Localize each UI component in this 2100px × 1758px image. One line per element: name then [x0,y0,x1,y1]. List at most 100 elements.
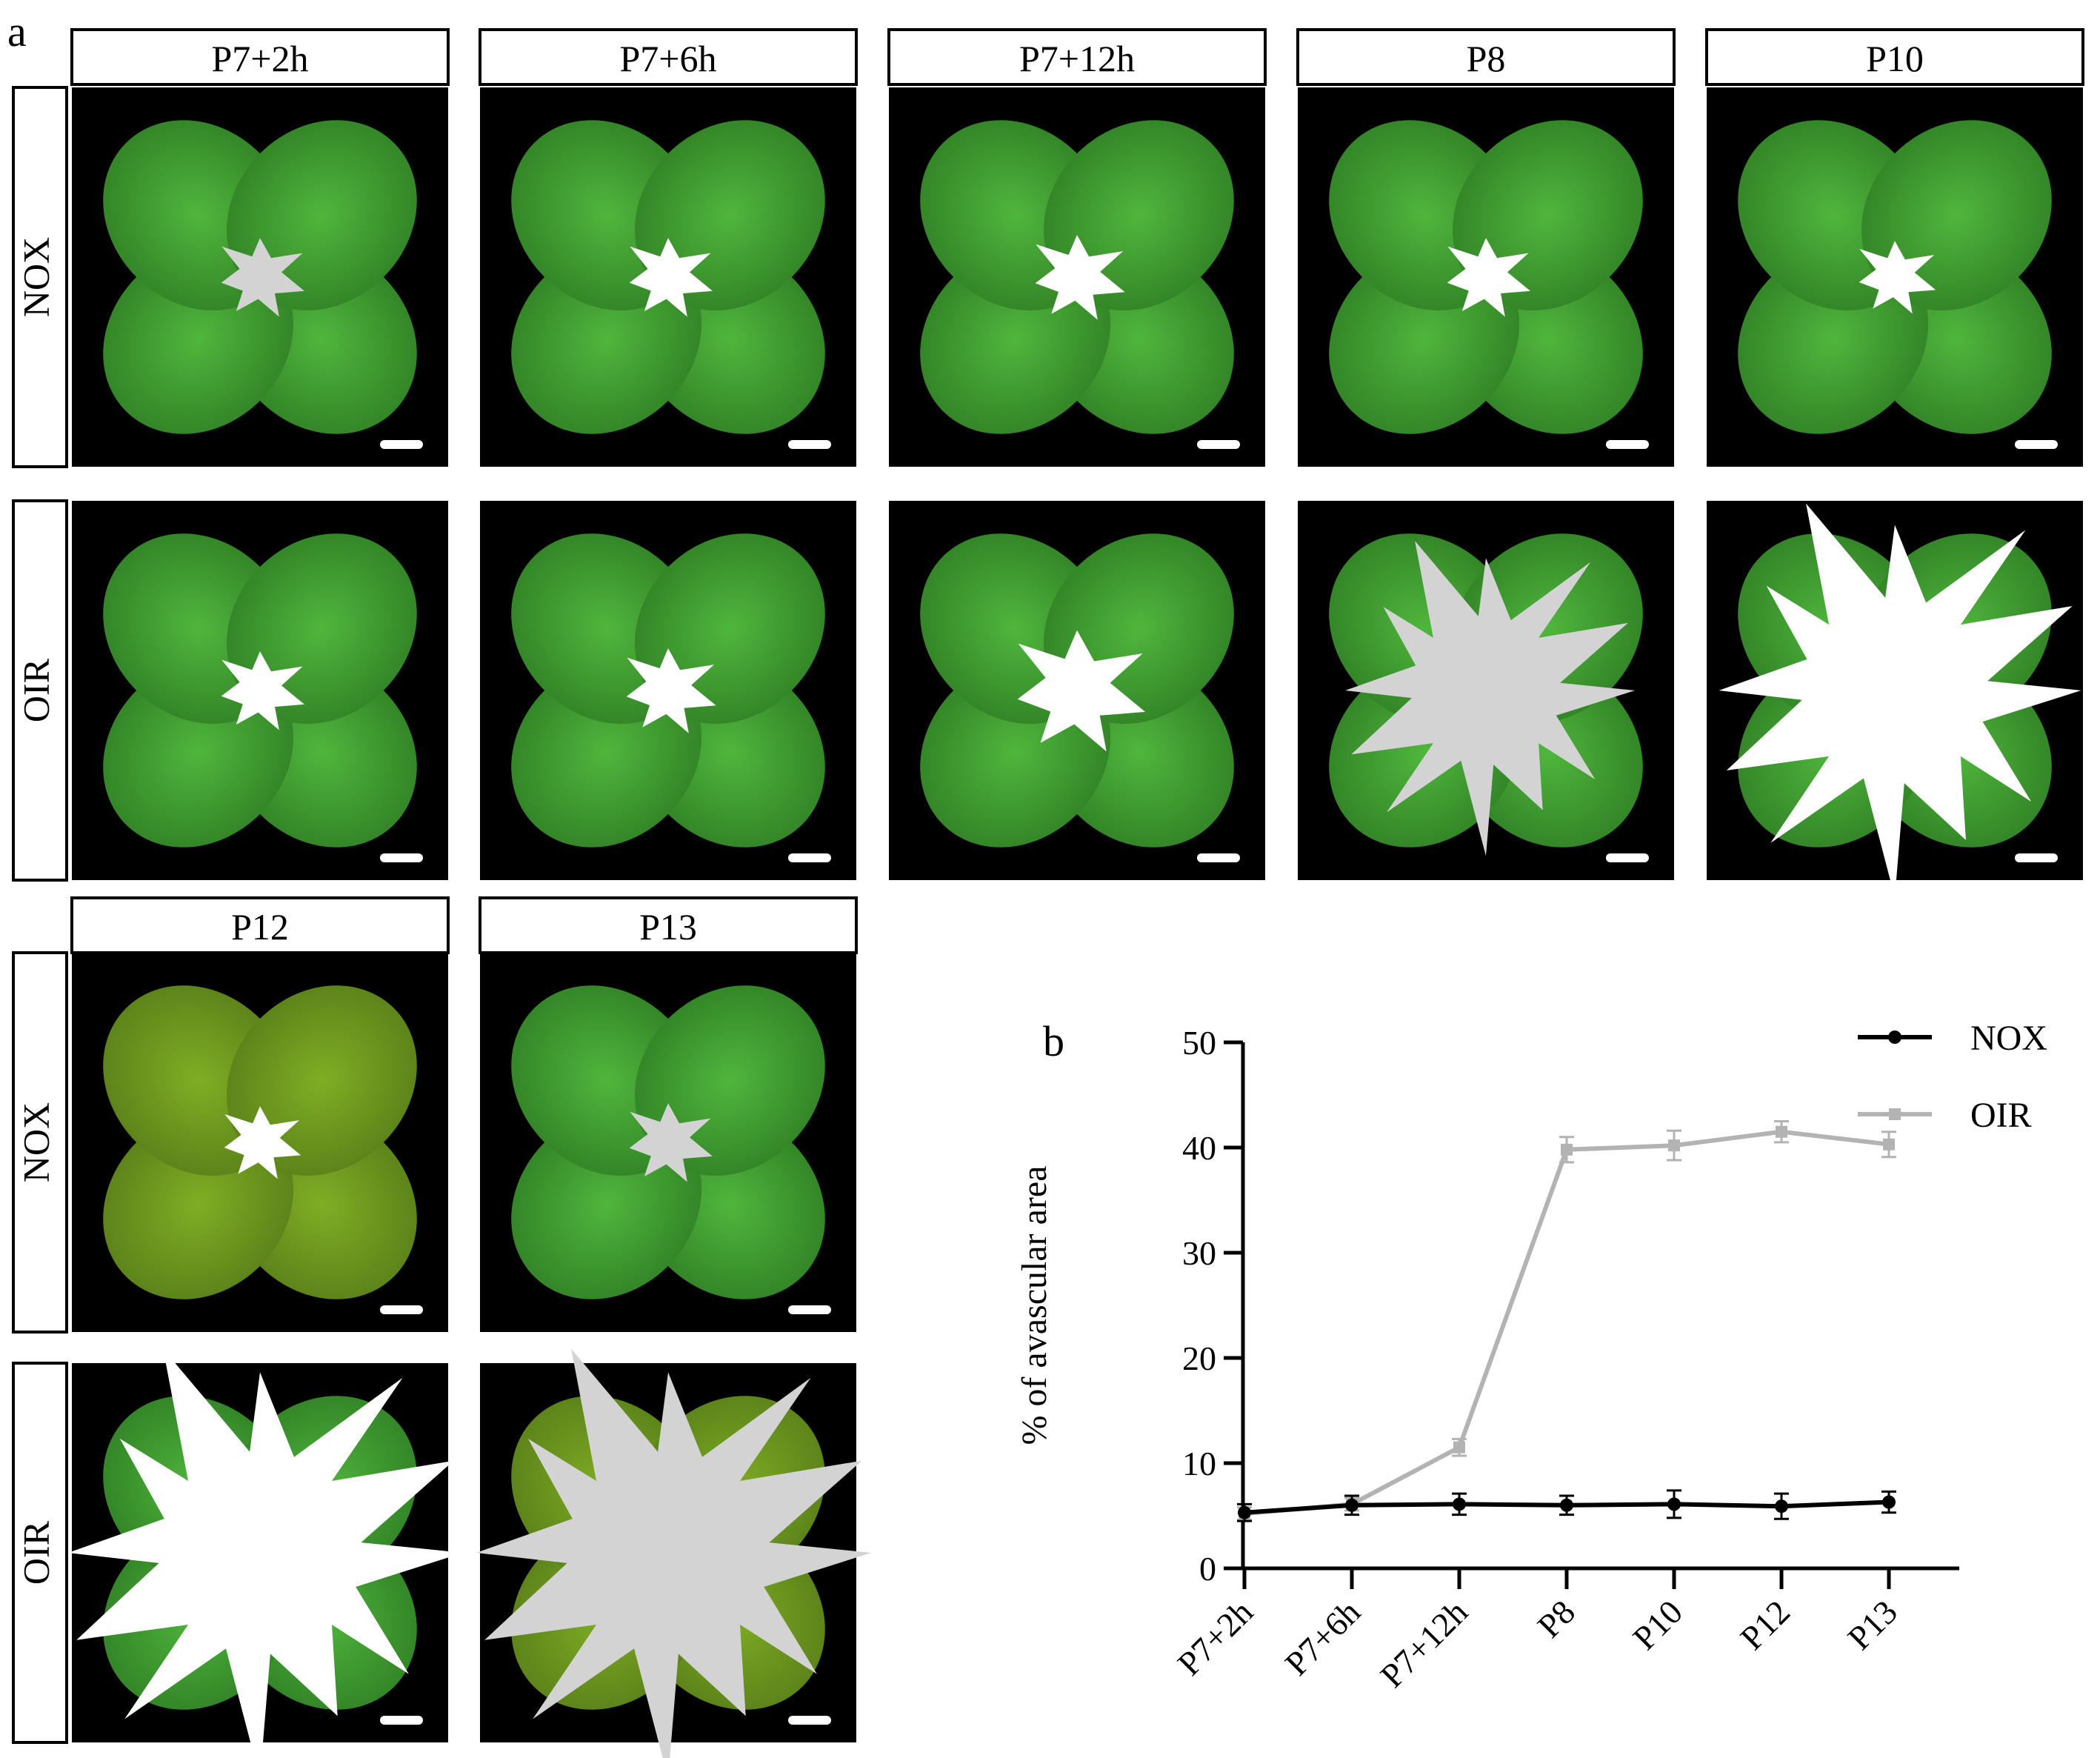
micrograph [476,1348,872,1758]
micrograph [889,87,1265,467]
avascular-area [476,1348,872,1758]
condition-label-box [12,951,68,1334]
scale-bar [1197,853,1240,862]
avascular-area [224,1106,301,1179]
legend-label: OIR [1970,1096,2032,1135]
series-oir [1237,1120,1896,1522]
timepoint-label: P10 [1866,38,1924,79]
y-tick-label: 0 [1199,1550,1216,1588]
scale-bar [1606,853,1649,862]
micrograph [72,87,448,467]
timepoint-label: P7+2h [211,38,308,79]
micrograph [1298,87,1674,467]
micrograph [889,501,1265,880]
micrograph [1707,87,2083,467]
avascular-area [1447,238,1530,317]
y-tick-label: 30 [1182,1234,1216,1272]
data-point [1668,1139,1680,1152]
legend-label: NOX [1970,1019,2047,1058]
scale-bar [788,1305,831,1314]
scale-bar [788,440,831,449]
timepoint-label: P8 [1467,38,1506,79]
scale-bar [380,440,423,449]
data-point [1453,1497,1466,1511]
data-point [1882,1495,1896,1509]
y-axis-title: % of avascular area [1015,1165,1054,1445]
micrograph [480,87,856,467]
data-point [1238,1505,1251,1519]
avascular-area [1017,630,1146,752]
x-tick-label: P7+12h [1373,1593,1476,1695]
condition-label: OIR [15,658,56,722]
series-nox [1237,1489,1896,1522]
avascular-area [221,238,304,317]
timepoint-label: P12 [231,906,289,948]
condition-label-box [12,86,68,468]
micrograph [1298,501,1674,880]
avascular-area [629,1103,713,1182]
condition-label: OIR [15,1520,56,1585]
y-tick-label: 50 [1182,1024,1216,1062]
avascular-area [67,1348,464,1758]
micrograph [72,501,448,880]
timepoint-label-box [1705,28,2084,86]
chart-axes: 0 10 20 30 40 50 P7+2h P7+6h P7+12h P8 P10 P12 P13 % … [1015,1024,1959,1695]
timepoint-label-box [1296,28,1676,86]
avascular-area [1859,241,1936,314]
condition-label-box [12,499,68,882]
condition-label-box [12,1362,68,1744]
micrograph [480,501,856,880]
x-tick-label: P10 [1625,1593,1690,1657]
x-tick-label: P7+2h [1170,1593,1260,1682]
data-point [1776,1125,1787,1138]
scale-bar [1197,440,1240,449]
y-tick-label: 10 [1182,1445,1216,1482]
data-point [1667,1497,1681,1511]
data-point [1345,1498,1359,1512]
chart-legend: NOX OIR [1858,1019,2047,1135]
legend-marker [1889,1108,1901,1120]
legend-marker [1888,1031,1901,1044]
data-point [1561,1143,1573,1156]
avascular-area [1035,235,1125,320]
micrograph [67,1348,464,1758]
data-point [1560,1498,1573,1512]
y-tick-label: 40 [1182,1129,1216,1167]
timepoint-label: P13 [639,906,697,948]
scale-bar [2015,440,2058,449]
chart-series [1237,1120,1896,1522]
avascular-area [1345,541,1636,856]
micrograph [72,953,448,1332]
avascular-area [221,651,304,730]
avascular-area [629,238,713,317]
panel-a-letter: a [7,7,27,56]
timepoint-label: P7+12h [1019,38,1135,79]
panel-b-chart: b 0 10 20 30 40 50 P7+2h P7+6h P7+12h P8 P10 P12 P13… [1015,1017,2047,1695]
timepoint-label-box [479,28,858,86]
condition-label: NOX [15,1102,56,1182]
condition-label: NOX [15,237,56,317]
x-tick-label: P7+6h [1278,1593,1367,1682]
avascular-area [626,648,716,733]
timepoint-label-box [887,28,1267,86]
avascular-area [1719,503,2081,898]
panel-b-letter: b [1043,1017,1064,1065]
micrograph [1707,501,2083,898]
x-tick-label: P8 [1530,1593,1582,1645]
scale-bar [380,1305,423,1314]
timepoint-label-box [70,896,450,954]
x-tick-label: P13 [1840,1593,1904,1657]
series-line [1244,1129,1890,1516]
scale-bar [380,1716,423,1725]
scale-bar [380,853,423,862]
data-point [1453,1441,1465,1454]
timepoint-label-box [70,28,450,86]
timepoint-label: P7+6h [619,38,716,79]
y-tick-label: 20 [1182,1339,1216,1377]
scale-bar [2015,853,2058,862]
micrograph [480,953,856,1332]
scale-bar [788,1716,831,1725]
scale-bar [1606,440,1649,449]
